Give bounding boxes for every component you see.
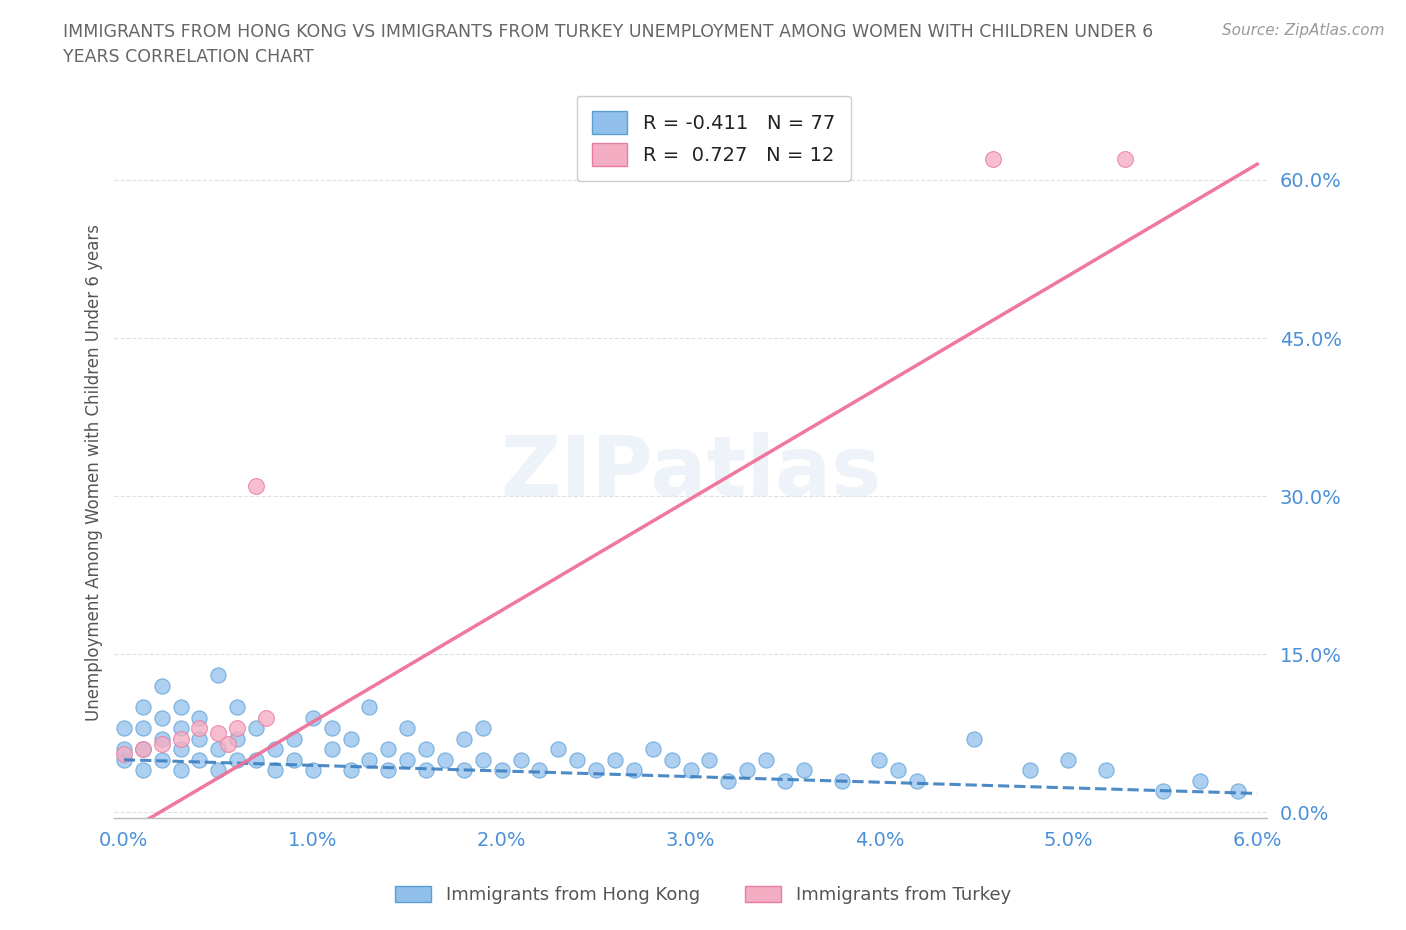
- Point: [661, 752, 683, 767]
- Point: [699, 752, 721, 767]
- Point: [377, 742, 399, 757]
- Point: [217, 737, 239, 751]
- Point: [887, 763, 910, 777]
- Point: [567, 752, 589, 767]
- Point: [1152, 784, 1174, 799]
- Point: [868, 752, 890, 767]
- Point: [188, 752, 211, 767]
- Point: [169, 721, 191, 736]
- Point: [471, 721, 494, 736]
- Point: [245, 752, 267, 767]
- Point: [150, 679, 173, 694]
- Point: [226, 752, 249, 767]
- Point: [735, 763, 758, 777]
- Point: [283, 752, 305, 767]
- Point: [773, 774, 796, 789]
- Point: [132, 742, 155, 757]
- Y-axis label: Unemployment Among Women with Children Under 6 years: Unemployment Among Women with Children U…: [86, 224, 103, 721]
- Point: [226, 699, 249, 714]
- Point: [415, 742, 437, 757]
- Point: [793, 763, 815, 777]
- Point: [112, 747, 135, 762]
- Point: [396, 721, 419, 736]
- Point: [471, 752, 494, 767]
- Point: [169, 742, 191, 757]
- Point: [169, 731, 191, 746]
- Point: [245, 478, 267, 493]
- Point: [264, 763, 287, 777]
- Point: [226, 731, 249, 746]
- Point: [415, 763, 437, 777]
- Point: [112, 742, 135, 757]
- Point: [377, 763, 399, 777]
- Text: YEARS CORRELATION CHART: YEARS CORRELATION CHART: [63, 48, 314, 66]
- Point: [245, 721, 267, 736]
- Point: [207, 668, 229, 683]
- Point: [150, 731, 173, 746]
- Point: [831, 774, 853, 789]
- Point: [491, 763, 513, 777]
- Point: [679, 763, 702, 777]
- Point: [188, 711, 211, 725]
- Point: [150, 711, 173, 725]
- Point: [150, 752, 173, 767]
- Point: [641, 742, 664, 757]
- Point: [623, 763, 645, 777]
- Point: [169, 763, 191, 777]
- Point: [396, 752, 419, 767]
- Point: [264, 742, 287, 757]
- Legend: Immigrants from Hong Kong, Immigrants from Turkey: Immigrants from Hong Kong, Immigrants fr…: [388, 879, 1018, 911]
- Legend: R = -0.411   N = 77, R =  0.727   N = 12: R = -0.411 N = 77, R = 0.727 N = 12: [576, 96, 851, 181]
- Text: ZIPatlas: ZIPatlas: [501, 432, 882, 513]
- Point: [339, 731, 361, 746]
- Point: [963, 731, 986, 746]
- Point: [188, 731, 211, 746]
- Point: [207, 763, 229, 777]
- Point: [1095, 763, 1118, 777]
- Point: [188, 721, 211, 736]
- Point: [132, 742, 155, 757]
- Point: [547, 742, 569, 757]
- Point: [132, 699, 155, 714]
- Point: [1227, 784, 1250, 799]
- Point: [301, 711, 323, 725]
- Point: [603, 752, 626, 767]
- Point: [717, 774, 740, 789]
- Point: [1189, 774, 1212, 789]
- Point: [453, 731, 475, 746]
- Point: [226, 721, 249, 736]
- Point: [207, 726, 229, 741]
- Point: [1019, 763, 1042, 777]
- Point: [321, 742, 343, 757]
- Point: [529, 763, 551, 777]
- Point: [301, 763, 323, 777]
- Point: [112, 721, 135, 736]
- Point: [755, 752, 778, 767]
- Point: [254, 711, 277, 725]
- Point: [585, 763, 607, 777]
- Point: [981, 152, 1004, 166]
- Point: [359, 752, 381, 767]
- Point: [509, 752, 531, 767]
- Point: [207, 742, 229, 757]
- Point: [132, 763, 155, 777]
- Text: IMMIGRANTS FROM HONG KONG VS IMMIGRANTS FROM TURKEY UNEMPLOYMENT AMONG WOMEN WIT: IMMIGRANTS FROM HONG KONG VS IMMIGRANTS …: [63, 23, 1153, 41]
- Point: [112, 752, 135, 767]
- Point: [339, 763, 361, 777]
- Text: Source: ZipAtlas.com: Source: ZipAtlas.com: [1222, 23, 1385, 38]
- Point: [150, 737, 173, 751]
- Point: [453, 763, 475, 777]
- Point: [169, 699, 191, 714]
- Point: [132, 721, 155, 736]
- Point: [283, 731, 305, 746]
- Point: [359, 699, 381, 714]
- Point: [321, 721, 343, 736]
- Point: [433, 752, 456, 767]
- Point: [1057, 752, 1080, 767]
- Point: [1114, 152, 1136, 166]
- Point: [905, 774, 928, 789]
